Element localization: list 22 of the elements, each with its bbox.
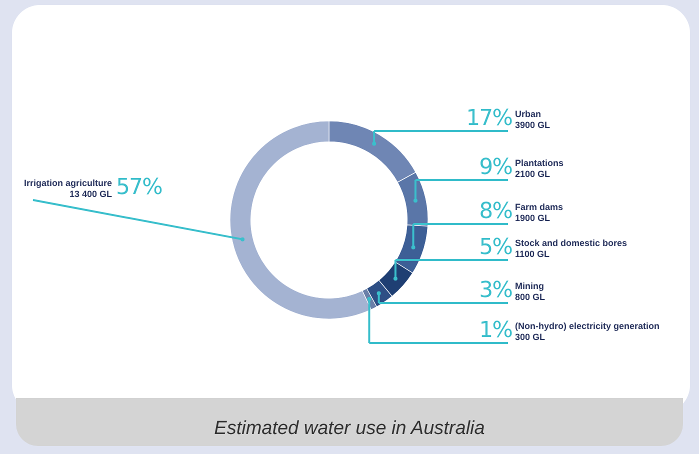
text: 13 400 GL — [69, 189, 112, 199]
text: 1100 GL — [515, 249, 550, 259]
slice-label: Plantations — [515, 158, 564, 168]
slice-label: (Non-hydro) electricity generation — [515, 321, 660, 331]
text: 1900 GL — [515, 213, 550, 223]
data-label: 3% — [479, 278, 512, 303]
slice-label: Mining — [515, 281, 544, 291]
text: 2100 GL — [515, 169, 550, 179]
text: 800 GL — [515, 292, 546, 302]
data-label: 17% — [466, 106, 512, 131]
data-label: 57% — [116, 175, 162, 200]
text: Estimated water use in Australia — [16, 398, 683, 446]
slice-label: Urban — [515, 109, 542, 119]
data-label: 9% — [479, 155, 512, 180]
text: 3900 GL — [515, 120, 550, 130]
data-label: 8% — [479, 199, 512, 224]
slice-label: Irrigation agriculture — [24, 178, 112, 188]
text: 300 GL — [515, 332, 546, 342]
data-label: 5% — [479, 235, 512, 260]
slice-label: Stock and domestic bores — [515, 238, 628, 248]
data-label: 1% — [479, 318, 512, 343]
slice-label: Farm dams — [515, 202, 564, 212]
